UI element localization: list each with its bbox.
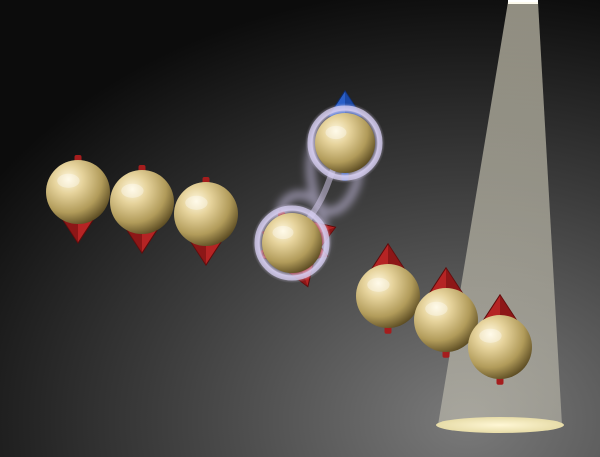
spin-entangled-lower-halo [254, 205, 330, 281]
spin-2-highlight [121, 183, 144, 198]
spin-entangled-lower-body [262, 213, 322, 273]
spin-1-body [46, 160, 110, 224]
spin-3-body [174, 182, 238, 246]
spin-entangled-upper-sphere [305, 103, 385, 183]
spin-2-sphere [110, 170, 174, 234]
spin-entangled-upper-halo [307, 105, 383, 181]
spin-7-body [414, 288, 478, 352]
spin-2-body [110, 170, 174, 234]
spin-3-sphere [174, 182, 238, 246]
spin-8-highlight [479, 328, 502, 343]
spin-6-sphere [356, 264, 420, 328]
spin-spheres [46, 103, 532, 379]
spin-7-highlight [425, 301, 448, 316]
spin-6-body [356, 264, 420, 328]
spin-8-sphere [468, 315, 532, 379]
spin-entangled-lower-highlight [272, 225, 294, 240]
spin-1-highlight [57, 173, 80, 188]
spin-entangled-upper-highlight [325, 125, 347, 140]
spin-entangled-upper-body [315, 113, 375, 173]
spin-8-body [468, 315, 532, 379]
spin-7-sphere [414, 288, 478, 352]
spin-3-highlight [185, 195, 208, 210]
spin-entangled-lower-sphere [252, 203, 332, 283]
spin-1-sphere [46, 160, 110, 224]
spotlight-floor [436, 417, 564, 433]
spin-6-highlight [367, 277, 390, 292]
